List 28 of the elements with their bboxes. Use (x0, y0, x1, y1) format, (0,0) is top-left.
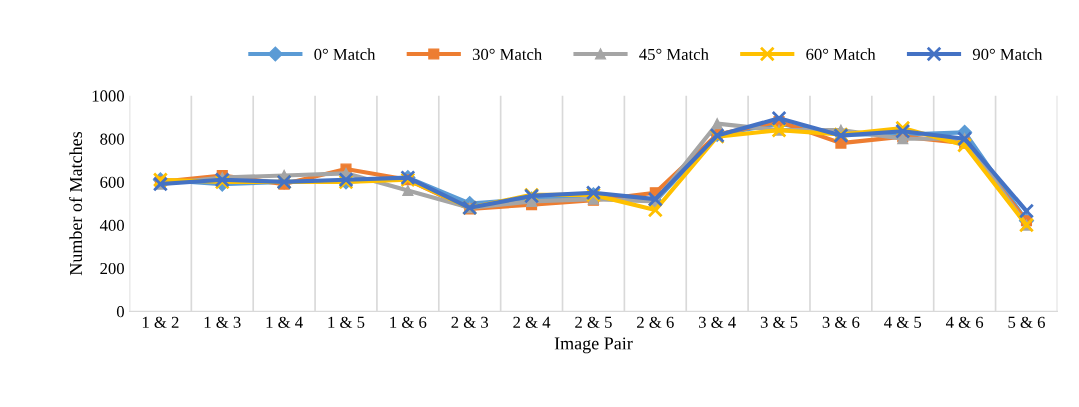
x-tick-label: 2 & 4 (513, 316, 551, 328)
x-tick-label: 2 & 3 (451, 316, 489, 328)
x-tick-label: 3 & 6 (822, 316, 860, 328)
x-tick-label: 1 & 4 (266, 316, 303, 328)
x-tick-label: 4 & 6 (945, 316, 984, 328)
legend-label: 90° Match (972, 48, 1043, 60)
x-tick-label: 1 & 2 (142, 316, 179, 328)
x-tick-label: 3 & 5 (760, 316, 798, 328)
legend-label: 45° Match (639, 48, 709, 60)
y-tick-label: 200 (100, 262, 124, 275)
y-axis-title: Number of Matches (69, 131, 83, 276)
x-tick-label: 3 & 4 (698, 316, 736, 328)
x-tick-label: 1 & 3 (204, 316, 241, 328)
x-tick-label: 1 & 5 (328, 316, 365, 328)
x-axis-title: Image Pair (554, 337, 633, 354)
x-tick-label: 2 & 6 (637, 316, 674, 328)
x-tick-label: 4 & 5 (884, 316, 922, 328)
y-tick-label: 400 (99, 219, 124, 232)
x-tick-label: 2 & 5 (575, 316, 612, 328)
y-tick-label: 0 (116, 306, 124, 318)
x-tick-label: 5 & 6 (1008, 316, 1045, 328)
y-tick-label: 600 (100, 176, 124, 188)
y-tick-label: 1000 (92, 90, 124, 102)
legend-label: 60° Match (806, 48, 876, 60)
legend-label: 30° Match (472, 48, 542, 60)
legend-label: 0° Match (314, 48, 376, 60)
y-tick-label: 800 (100, 133, 124, 145)
x-tick-label: 1 & 6 (390, 316, 427, 328)
